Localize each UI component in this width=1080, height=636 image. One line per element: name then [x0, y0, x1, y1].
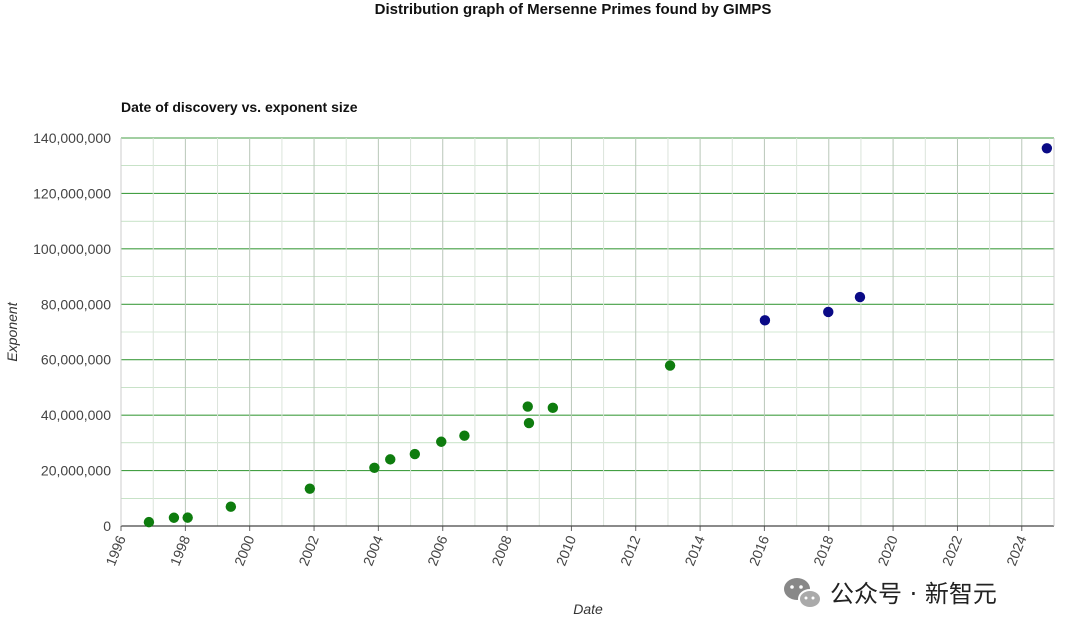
x-tick-label: 2024	[1003, 533, 1030, 568]
x-tick-label: 2006	[424, 533, 451, 568]
data-point	[523, 417, 535, 429]
data-point	[436, 436, 447, 447]
x-tick-label: 2004	[360, 533, 387, 568]
x-tick-label: 2016	[746, 533, 773, 568]
data-point	[759, 315, 771, 326]
x-tick-label: 2012	[617, 533, 644, 568]
x-tick-label: 1996	[102, 533, 129, 568]
x-tick-label: 1998	[167, 533, 194, 568]
x-tick-label: 2022	[939, 533, 966, 568]
data-point	[522, 401, 533, 412]
x-tick-label: 2010	[553, 533, 580, 568]
y-tick-labels: 0 20,000,000 40,000,000 60,000,000 80,000,00…	[33, 130, 111, 534]
axes	[120, 138, 1055, 531]
chart-subtitle: Date of discovery vs. exponent size	[121, 99, 358, 115]
data-point	[168, 512, 180, 523]
data-point	[459, 430, 470, 441]
x-tick-label: 2008	[488, 533, 515, 568]
data-point	[409, 448, 421, 460]
y-tick-label: 120,000,000	[33, 185, 111, 201]
x-tick-label: 2020	[874, 533, 901, 568]
y-tick-label: 60,000,000	[41, 352, 111, 368]
data-point	[304, 483, 316, 494]
data-point	[385, 454, 396, 465]
data-point	[1041, 143, 1053, 154]
chart-title: Distribution graph of Mersenne Primes fo…	[375, 1, 772, 18]
y-tick-label: 140,000,000	[33, 130, 111, 146]
data-point	[143, 516, 155, 528]
grid	[121, 137, 1055, 527]
y-tick-label: 0	[103, 518, 111, 534]
y-tick-label: 40,000,000	[41, 407, 111, 423]
x-tick-label: 2002	[295, 533, 322, 568]
y-axis-label: Exponent	[4, 301, 20, 361]
y-tick-label: 80,000,000	[41, 296, 111, 312]
data-point	[369, 462, 380, 474]
x-tick-labels: 1996 1998 2000 2002 2004 2006 2008 2010 2012 2014…	[102, 533, 1029, 568]
watermark-text: 公众号 · 新智元	[830, 580, 997, 608]
data-point	[854, 291, 866, 303]
data-point	[823, 306, 834, 318]
x-tick-label: 2000	[231, 533, 258, 568]
y-tick-label: 100,000,000	[33, 241, 111, 257]
data-point	[664, 360, 676, 371]
data-points	[143, 143, 1053, 528]
data-point	[225, 501, 237, 512]
y-tick-label: 20,000,000	[41, 463, 111, 479]
wechat-icon	[784, 578, 822, 609]
watermark: 公众号 · 新智元	[784, 578, 997, 609]
x-axis-label: Date	[573, 601, 603, 617]
data-point	[182, 512, 193, 523]
data-point	[547, 402, 559, 414]
x-tick-label: 2014	[681, 533, 708, 568]
x-tick-label: 2018	[810, 533, 837, 568]
